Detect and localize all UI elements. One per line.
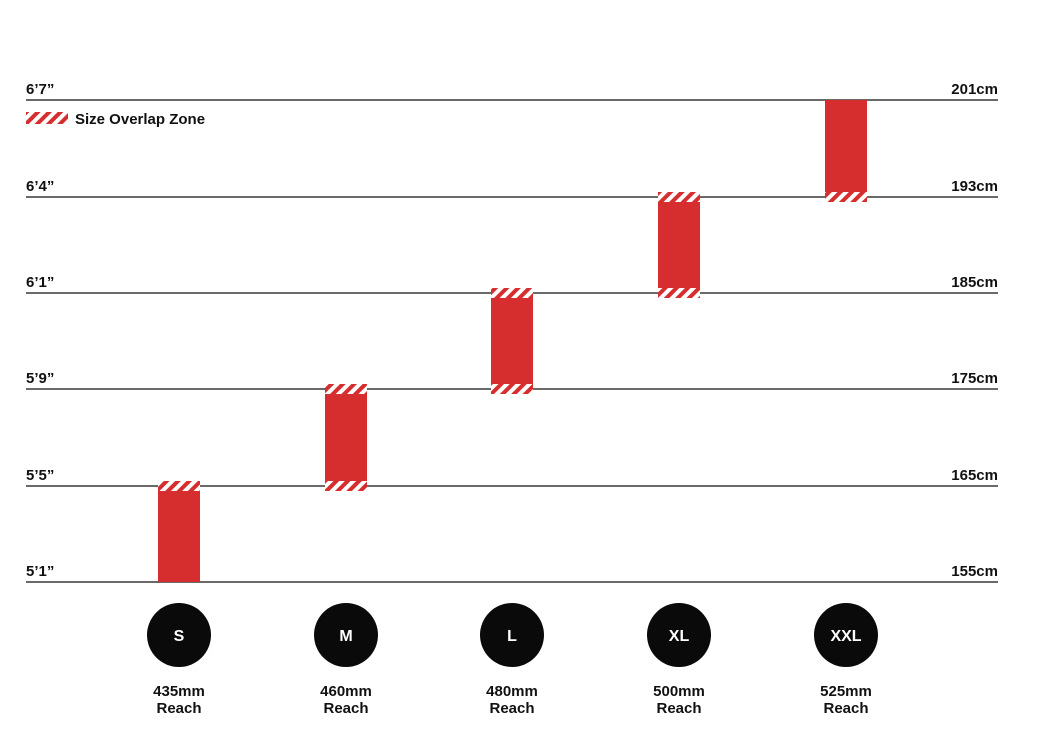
reach-value: 480mm	[486, 683, 538, 700]
height-label-cm: 201cm	[951, 81, 998, 98]
size-badge-label: L	[507, 628, 517, 645]
height-label-in: 6’4”	[26, 178, 54, 195]
reach-word: Reach	[323, 700, 368, 717]
size-bar-l	[491, 288, 533, 394]
size-badge-circle	[147, 603, 211, 667]
height-labels-metric: 155cm 165cm 175cm 185cm 193cm 201cm	[951, 81, 998, 580]
height-label-cm: 165cm	[951, 467, 998, 484]
overlap-zone-bottom	[658, 288, 700, 298]
reach-value: 525mm	[820, 683, 872, 700]
size-badge-label: XL	[669, 628, 690, 645]
reach-word: Reach	[656, 700, 701, 717]
reach-value: 460mm	[320, 683, 372, 700]
reach-word: Reach	[156, 700, 201, 717]
size-badge-label: S	[174, 628, 185, 645]
height-label-cm: 155cm	[951, 563, 998, 580]
size-badge-label: M	[339, 628, 352, 645]
legend-label: Size Overlap Zone	[75, 111, 205, 128]
height-labels-imperial: 5’1” 5’5” 5’9” 6’1” 6’4” 6’7”	[26, 81, 54, 580]
size-badge-circle	[814, 603, 878, 667]
height-label-in: 5’9”	[26, 370, 54, 387]
height-label-cm: 193cm	[951, 178, 998, 195]
size-badge-circle	[647, 603, 711, 667]
size-bars	[158, 100, 867, 582]
overlap-zone-bottom	[491, 384, 533, 394]
size-badges: S435mmReachM460mmReachL480mmReachXL500mm…	[147, 603, 878, 717]
reach-value: 435mm	[153, 683, 205, 700]
overlap-zone-top	[325, 384, 367, 394]
size-bar-m	[325, 384, 367, 491]
range-bar	[658, 192, 700, 298]
size-badge-label: XXL	[830, 628, 861, 645]
reach-word: Reach	[823, 700, 868, 717]
overlap-zone-bottom	[825, 192, 867, 202]
size-badge-circle	[314, 603, 378, 667]
size-bar-xl	[658, 192, 700, 298]
height-label-in: 5’5”	[26, 467, 54, 484]
range-bar	[825, 100, 867, 202]
height-label-in: 6’7”	[26, 81, 54, 98]
height-label-cm: 175cm	[951, 370, 998, 387]
height-label-in: 5’1”	[26, 563, 54, 580]
overlap-zone-top	[658, 192, 700, 202]
range-bar	[158, 481, 200, 582]
legend: Size Overlap Zone	[26, 111, 205, 128]
overlap-zone-top	[158, 481, 200, 491]
size-badge-circle	[480, 603, 544, 667]
range-bar	[325, 384, 367, 491]
legend-hatch-swatch	[26, 112, 68, 124]
reach-value: 500mm	[653, 683, 705, 700]
range-bar	[491, 288, 533, 394]
overlap-zone-top	[491, 288, 533, 298]
reach-word: Reach	[489, 700, 534, 717]
height-label-cm: 185cm	[951, 274, 998, 291]
height-label-in: 6’1”	[26, 274, 54, 291]
size-bar-s	[158, 481, 200, 582]
overlap-zone-bottom	[325, 481, 367, 491]
size-bar-xxl	[825, 100, 867, 202]
